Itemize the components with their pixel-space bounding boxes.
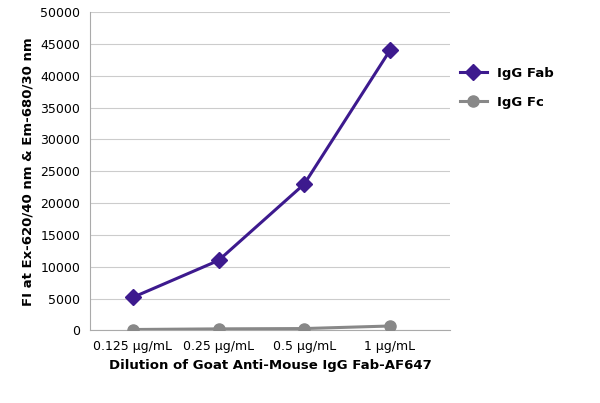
- Line: IgG Fc: IgG Fc: [127, 320, 395, 335]
- IgG Fab: [215, 258, 222, 263]
- IgG Fab: [386, 48, 394, 53]
- Line: IgG Fab: IgG Fab: [127, 45, 395, 303]
- X-axis label: Dilution of Goat Anti-Mouse IgG Fab-AF647: Dilution of Goat Anti-Mouse IgG Fab-AF64…: [109, 359, 431, 372]
- IgG Fab: [301, 182, 308, 187]
- IgG Fab: [129, 295, 136, 300]
- Y-axis label: FI at Ex-620/40 nm & Em-680/30 nm: FI at Ex-620/40 nm & Em-680/30 nm: [22, 37, 35, 305]
- IgG Fc: [386, 324, 394, 328]
- Legend: IgG Fab, IgG Fc: IgG Fab, IgG Fc: [460, 66, 554, 109]
- IgG Fc: [301, 326, 308, 331]
- IgG Fc: [129, 327, 136, 332]
- IgG Fc: [215, 326, 222, 331]
